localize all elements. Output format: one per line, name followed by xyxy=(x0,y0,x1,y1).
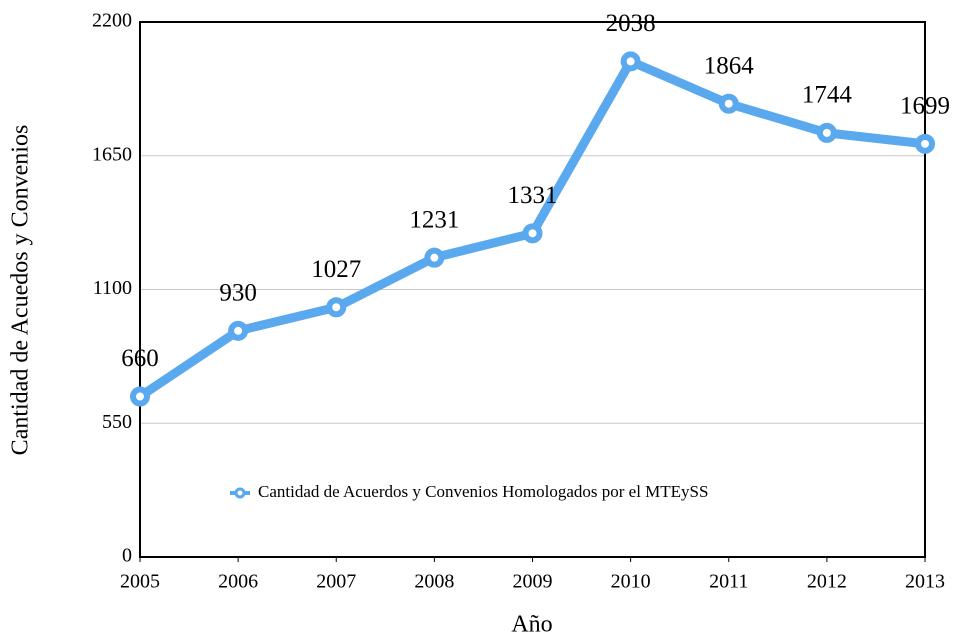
data-label: 1864 xyxy=(704,52,755,79)
point xyxy=(915,133,935,154)
y-axis-label: Cantidad de Acuedos y Convenios xyxy=(8,125,34,456)
legend-marker xyxy=(234,487,246,499)
y-tick-label: 1100 xyxy=(93,277,132,299)
x-tick-label: 2008 xyxy=(414,571,454,593)
x-tick-label: 2011 xyxy=(709,571,748,593)
point xyxy=(816,122,837,143)
x-axis-label: Año xyxy=(511,612,552,638)
x-tick-label: 2012 xyxy=(807,571,847,593)
x-tick-label: 2013 xyxy=(905,571,945,593)
x-tick-label: 2006 xyxy=(218,571,258,593)
x-tick-label: 2007 xyxy=(316,571,356,593)
point xyxy=(522,223,543,244)
y-tick-label: 550 xyxy=(102,411,132,433)
x-tick-label: 2005 xyxy=(120,571,160,593)
data-label: 2038 xyxy=(606,10,656,37)
data-label: 930 xyxy=(219,280,257,307)
data-label: 1331 xyxy=(508,182,558,209)
point xyxy=(326,297,347,318)
point xyxy=(424,247,445,268)
data-label: 1027 xyxy=(311,256,361,283)
plot-frame xyxy=(139,21,926,558)
y-tick-label: 0 xyxy=(122,545,132,567)
point xyxy=(228,320,249,341)
legend-label: Cantidad de Acuerdos y Convenios Homolog… xyxy=(258,482,708,501)
x-tick-label: 2009 xyxy=(513,571,553,593)
data-label: 1699 xyxy=(900,93,950,120)
y-tick-label: 1650 xyxy=(92,143,132,165)
point xyxy=(620,51,641,72)
data-label: 1744 xyxy=(802,82,853,109)
point xyxy=(130,386,150,407)
x-tick-label: 2010 xyxy=(611,571,651,593)
data-label: 660 xyxy=(121,345,159,372)
y-tick-label: 2200 xyxy=(92,10,132,32)
data-label: 1231 xyxy=(409,206,459,233)
point xyxy=(718,93,739,114)
